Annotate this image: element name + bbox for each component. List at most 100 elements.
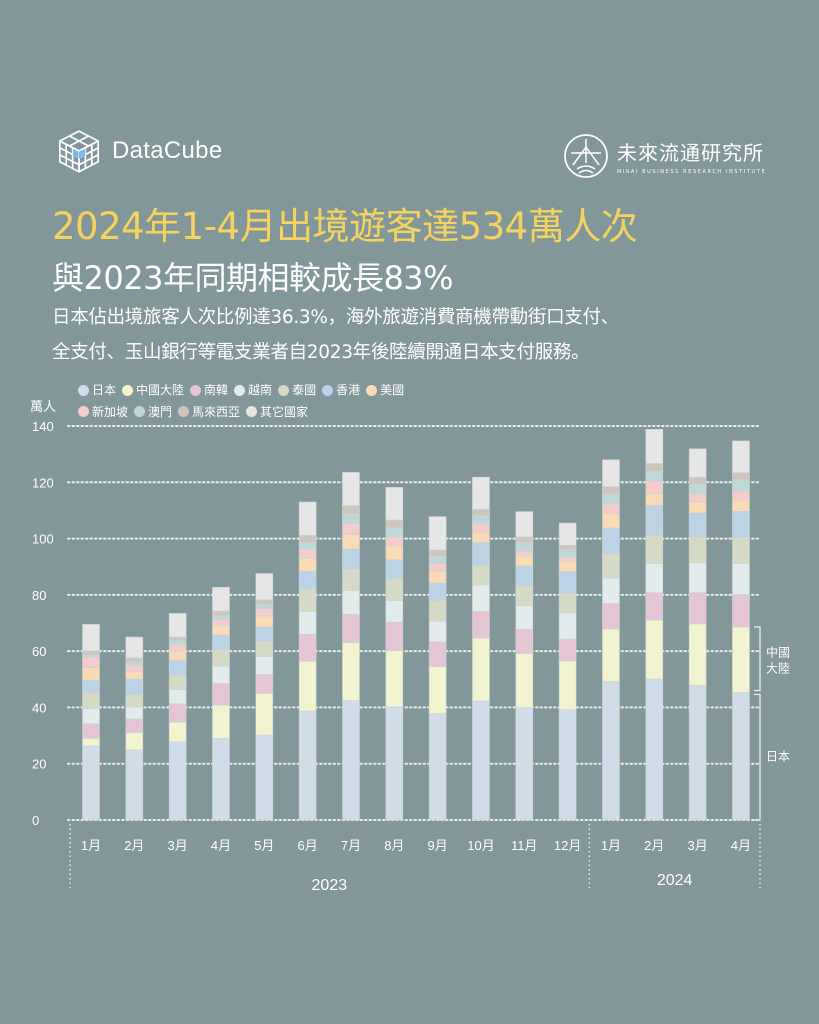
bar-segment (82, 692, 100, 709)
bar-segment (385, 621, 404, 651)
bar-segment (168, 689, 187, 705)
legend-item: 馬來西亞 (178, 402, 240, 422)
bar-segment (298, 611, 317, 635)
legend-label: 澳門 (148, 404, 173, 419)
bar-segment (298, 633, 317, 662)
bar-segment (428, 641, 447, 667)
bar-segment (645, 535, 664, 564)
bar-segment (472, 476, 490, 510)
legend-item: 南韓 (190, 380, 228, 400)
bar-segment (645, 471, 664, 482)
bar-segment (82, 624, 100, 652)
bar-segment (515, 605, 534, 630)
legend-swatch (190, 384, 202, 396)
bar-segment (732, 499, 750, 512)
legend-label: 美國 (380, 383, 405, 397)
bar-segment (125, 749, 144, 821)
bar-segment (688, 476, 707, 485)
bar-segment (688, 562, 707, 593)
legend-swatch (278, 384, 290, 396)
bar-segment (342, 613, 360, 643)
bar-segment (255, 573, 274, 600)
bar-segment (688, 448, 707, 478)
bar-segment (428, 563, 447, 572)
bar-segment (688, 501, 707, 514)
bar-segment (602, 553, 620, 579)
bar-segment (558, 522, 577, 546)
y-tick-label: 140 (32, 419, 54, 434)
year-group-label: 2023 (312, 877, 348, 894)
bar-segment (472, 700, 490, 821)
legend-item: 香港 (322, 380, 360, 400)
bar-segment (645, 563, 664, 593)
bar-segment (168, 613, 187, 638)
x-tick-label: 3月 (688, 838, 708, 853)
bar-segment (558, 557, 577, 563)
bar-segment (82, 745, 100, 821)
bar-segment (212, 615, 230, 620)
bar-segment (168, 703, 187, 723)
bar-segment (342, 700, 360, 821)
bar-segment (688, 592, 707, 625)
bar-segment (125, 706, 144, 720)
bar-segment (645, 619, 664, 680)
y-tick-label: 0 (32, 813, 39, 828)
bar-segment (342, 472, 360, 506)
bar-segment (732, 440, 750, 474)
y-tick-label: 100 (32, 532, 54, 547)
bar-segment (602, 681, 620, 821)
chart-legend: 日本 中國大陸 南韓 越南 泰國 香港 美國 新加坡 澳門 馬來西亞 其它國家 (78, 380, 458, 423)
bar-segment (515, 585, 534, 606)
bar-segment (212, 586, 230, 612)
bar-segment (82, 657, 100, 668)
y-tick-label: 60 (32, 644, 46, 659)
bar-segment (428, 713, 447, 821)
y-tick-label: 80 (32, 588, 46, 603)
bar-segment (472, 610, 490, 639)
legend-label: 日本 (92, 383, 117, 397)
bar-segment (688, 623, 707, 686)
bar-segment (732, 626, 750, 693)
bar-segment (212, 704, 230, 739)
bar-segment (168, 636, 187, 642)
bar-segment (515, 555, 534, 567)
bar-segment (602, 628, 620, 682)
bar-segment (472, 523, 490, 534)
description-line-2: 全支付、玉山銀行等電支業者自2023年後陸續開通日本支付服務。 (52, 342, 590, 363)
bar-segment (558, 612, 577, 640)
bar-segment (515, 511, 534, 538)
bar-segment (558, 571, 577, 594)
brand-right-name: 未來流通研究所 (617, 141, 764, 165)
bar-segment (428, 570, 447, 584)
bar-segment (688, 536, 707, 564)
bar-segment (255, 693, 274, 736)
x-tick-label: 10月 (467, 838, 494, 853)
bar-segment (212, 610, 230, 616)
bar-segment (212, 625, 230, 636)
bar-segment (472, 515, 490, 525)
bracket-japan (754, 693, 761, 821)
legend-label: 香港 (336, 383, 361, 397)
legend-item: 澳門 (134, 402, 172, 422)
bar-segment (645, 480, 664, 494)
legend-label: 中國大陸 (136, 383, 185, 397)
year-group-label: 2024 (657, 872, 693, 889)
bar-segment (472, 542, 490, 566)
bar-segment (298, 570, 317, 590)
legend-swatch (178, 406, 190, 417)
bar-segment (515, 536, 534, 543)
bar-segment (732, 472, 750, 481)
bar-segment (168, 660, 187, 676)
bar-segment (298, 660, 317, 712)
bar-segment (515, 628, 534, 654)
bar-segment (255, 599, 274, 605)
bracket-china (754, 626, 761, 692)
bar-segment (602, 503, 620, 514)
bar-segment (732, 490, 750, 501)
x-tick-label: 1月 (601, 838, 621, 853)
bar-segment (82, 708, 100, 725)
legend-swatch (134, 406, 146, 417)
bar-segment (168, 644, 187, 652)
bar-segment (212, 738, 230, 821)
bar-segment (515, 707, 534, 821)
